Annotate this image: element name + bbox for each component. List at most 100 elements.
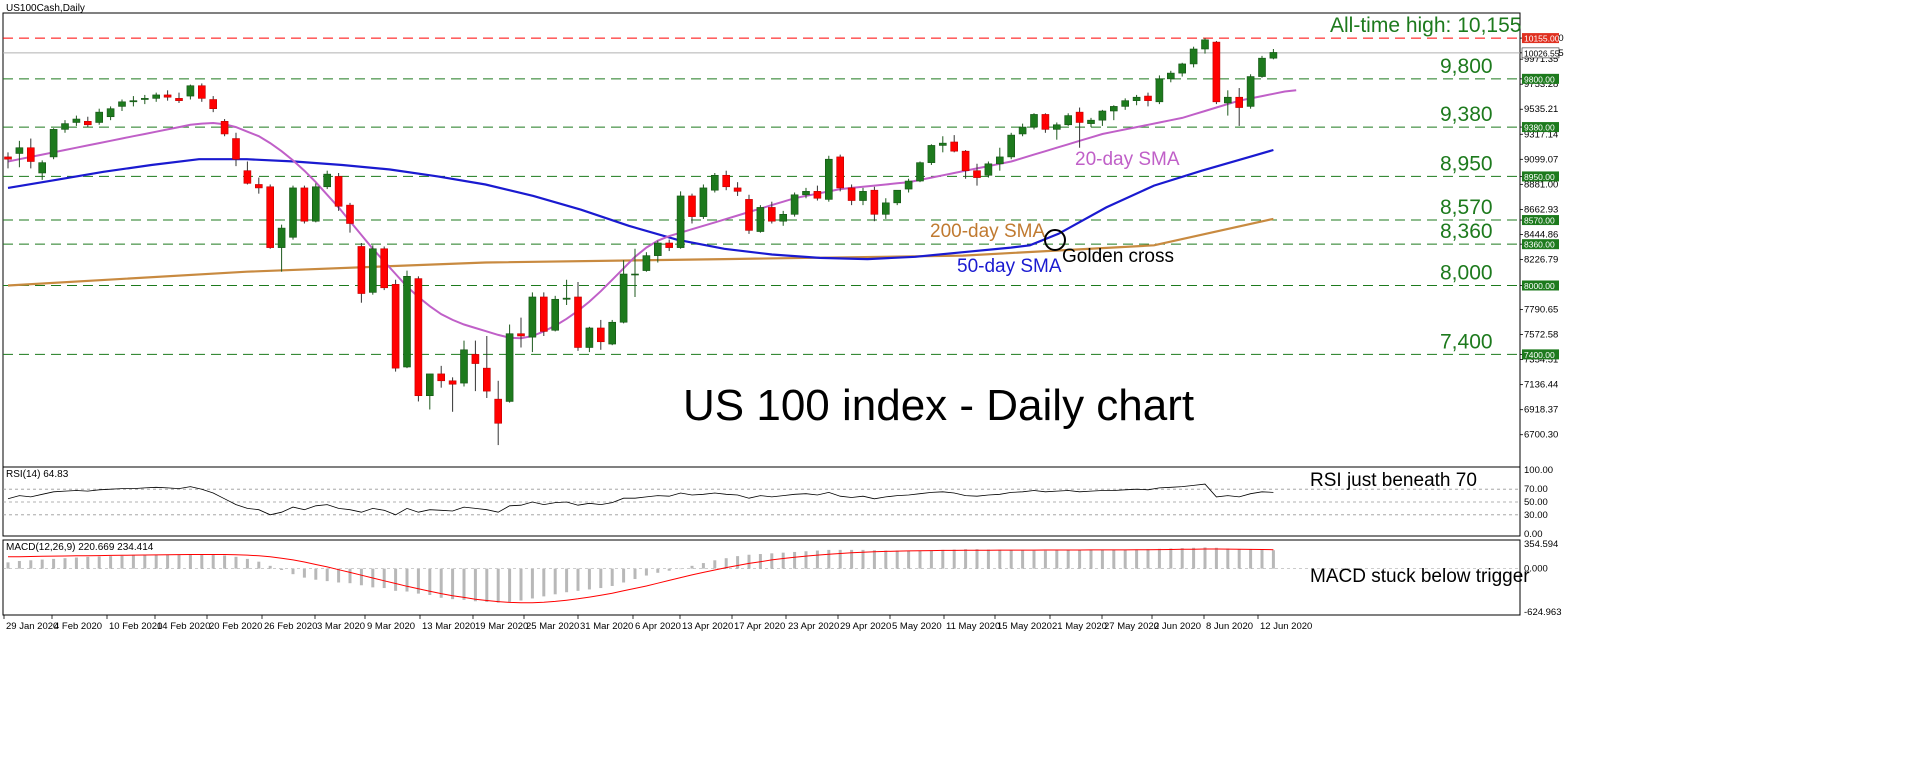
- sma200-annotation: 200-day SMA: [930, 221, 1045, 242]
- price-tick-label: 9535.21: [1524, 104, 1558, 115]
- level-tag-bg: [1522, 349, 1559, 360]
- candle-body: [1030, 114, 1038, 128]
- candle-body: [870, 189, 879, 215]
- date-tick-label: 26 Feb 2020: [264, 621, 317, 632]
- price-tick-label: 9099.07: [1524, 154, 1558, 165]
- candle-body: [84, 121, 92, 126]
- macd-bar: [74, 557, 78, 569]
- date-tick-label: 20 Feb 2020: [209, 621, 262, 632]
- date-tick-label: 25 Mar 2020: [526, 621, 579, 632]
- macd-bar: [337, 568, 341, 583]
- macd-bar: [530, 568, 534, 599]
- rsi-annotation: RSI just beneath 70: [1310, 470, 1477, 491]
- macd-bar: [359, 568, 363, 586]
- candle-body: [209, 99, 217, 109]
- macd-bar: [1146, 549, 1150, 569]
- price-tick-label: 7136.44: [1524, 380, 1558, 391]
- macd-bar: [770, 553, 774, 569]
- macd-bar: [644, 568, 648, 576]
- candle-body: [129, 100, 138, 103]
- golden-cross-marker: [1044, 229, 1066, 251]
- candle-body: [1075, 111, 1084, 123]
- date-tick-label: 21 May 2020: [1052, 621, 1107, 632]
- candle-body: [517, 333, 525, 337]
- support-levels: All-time high: 10,155 9,800 9,380 8,950 8,57…: [3, 14, 1521, 355]
- candle-body: [368, 248, 377, 293]
- level-tag-bg: [1522, 33, 1559, 44]
- candle-body: [733, 187, 742, 192]
- price-tick-label: 7790.65: [1524, 305, 1558, 316]
- price-tick-label: 9753.28: [1524, 79, 1558, 90]
- candle-body: [1235, 96, 1243, 108]
- candle-body: [1018, 126, 1027, 135]
- date-tick-label: 19 Mar 2020: [475, 621, 528, 632]
- candle-body: [357, 246, 366, 294]
- price-tick-label: 8662.93: [1524, 204, 1558, 215]
- macd-bar: [109, 556, 113, 569]
- candle-body: [4, 156, 12, 160]
- candle-body: [163, 94, 172, 98]
- macd-bar: [736, 556, 740, 569]
- candle-body: [551, 298, 560, 331]
- date-tick-label: 4 Feb 2020: [54, 621, 102, 632]
- candle-body: [141, 98, 149, 100]
- candle-body: [118, 101, 126, 107]
- macd-bar: [17, 560, 21, 569]
- macd-bar: [257, 561, 261, 569]
- rsi-tick-label: 0.00: [1524, 529, 1543, 540]
- candle-body: [710, 174, 719, 191]
- candle-body: [596, 327, 605, 343]
- candle-body: [152, 94, 160, 99]
- candle-body: [346, 204, 354, 224]
- candle-body: [1132, 96, 1141, 101]
- level-label: 9,800: [1440, 55, 1493, 78]
- candle-body: [1053, 124, 1061, 130]
- date-tick-label: 15 May 2020: [997, 621, 1052, 632]
- macd-bar: [1249, 549, 1253, 569]
- macd-bar: [656, 568, 660, 573]
- candle-body: [722, 174, 731, 188]
- candle-body: [95, 111, 103, 123]
- candle-body: [72, 118, 81, 123]
- macd-bar: [166, 554, 170, 569]
- level-tag-bg: [1522, 280, 1559, 291]
- macd-bar: [747, 554, 751, 569]
- macd-histogram: [3, 547, 1520, 603]
- macd-bar: [131, 555, 135, 569]
- macd-bar: [325, 568, 329, 582]
- macd-bar: [986, 549, 990, 569]
- macd-bar: [1192, 547, 1196, 569]
- candle-body: [699, 187, 708, 217]
- price-tick-label: 9971.35: [1524, 54, 1558, 65]
- macd-bar: [861, 549, 865, 569]
- candle-body: [528, 296, 537, 338]
- candle-body: [916, 162, 924, 182]
- macd-bar: [907, 550, 911, 569]
- macd-bar: [998, 549, 1002, 569]
- macd-tick-label: 354.594: [1524, 539, 1558, 550]
- candle-body: [425, 373, 434, 397]
- candle-body: [802, 191, 810, 196]
- rsi-tick-label: 50.00: [1524, 497, 1548, 508]
- candle-body: [574, 296, 582, 348]
- candle-body: [448, 380, 457, 385]
- macd-bar: [519, 568, 523, 601]
- price-tick-label: 8226.79: [1524, 254, 1558, 265]
- candle-body: [1178, 63, 1186, 74]
- macd-bar: [667, 568, 671, 571]
- date-tick-label: 6 Apr 2020: [635, 621, 681, 632]
- macd-bar: [964, 549, 968, 569]
- golden-cross-annotation: Golden cross: [1062, 246, 1174, 267]
- candle-body: [881, 202, 890, 215]
- candle-body: [619, 273, 628, 323]
- macd-bar: [850, 549, 854, 569]
- macd-signal-line: [7, 548, 1274, 604]
- candle-body: [767, 207, 776, 222]
- macd-bar: [1157, 548, 1161, 569]
- rsi-tick-label: 70.00: [1524, 484, 1548, 495]
- macd-bar: [1009, 550, 1013, 569]
- level-label: 8,950: [1440, 152, 1493, 175]
- macd-bar: [223, 555, 227, 569]
- macd-bar: [565, 568, 569, 593]
